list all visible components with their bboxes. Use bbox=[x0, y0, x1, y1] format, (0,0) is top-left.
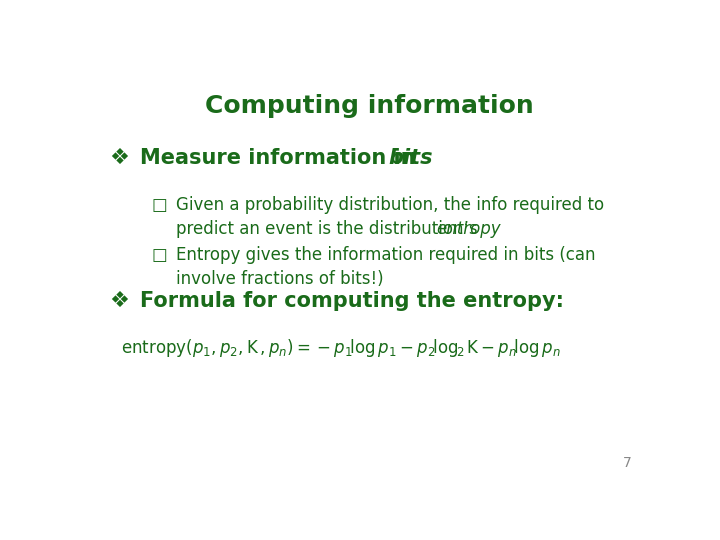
Text: Computing information: Computing information bbox=[204, 94, 534, 118]
Text: entropy: entropy bbox=[436, 220, 500, 238]
Text: Formula for computing the entropy:: Formula for computing the entropy: bbox=[140, 292, 564, 312]
Text: bits: bits bbox=[389, 148, 433, 168]
Text: ❖: ❖ bbox=[109, 292, 130, 312]
Text: $\mathrm{entropy}(p_1,p_2,\mathrm{K}\,,p_n)=-p_1\!\log p_1-p_2\!\log_{\!2}\mathr: $\mathrm{entropy}(p_1,p_2,\mathrm{K}\,,p… bbox=[121, 337, 561, 359]
Text: Measure information in: Measure information in bbox=[140, 148, 423, 168]
Text: 7: 7 bbox=[623, 456, 631, 470]
Text: Entropy gives the information required in bits (can: Entropy gives the information required i… bbox=[176, 246, 596, 264]
Text: predict an event is the distribution’s: predict an event is the distribution’s bbox=[176, 220, 483, 238]
Text: involve fractions of bits!): involve fractions of bits!) bbox=[176, 270, 384, 288]
Text: □: □ bbox=[151, 196, 167, 214]
Text: □: □ bbox=[151, 246, 167, 264]
Text: ❖: ❖ bbox=[109, 148, 130, 168]
Text: Given a probability distribution, the info required to: Given a probability distribution, the in… bbox=[176, 196, 605, 214]
